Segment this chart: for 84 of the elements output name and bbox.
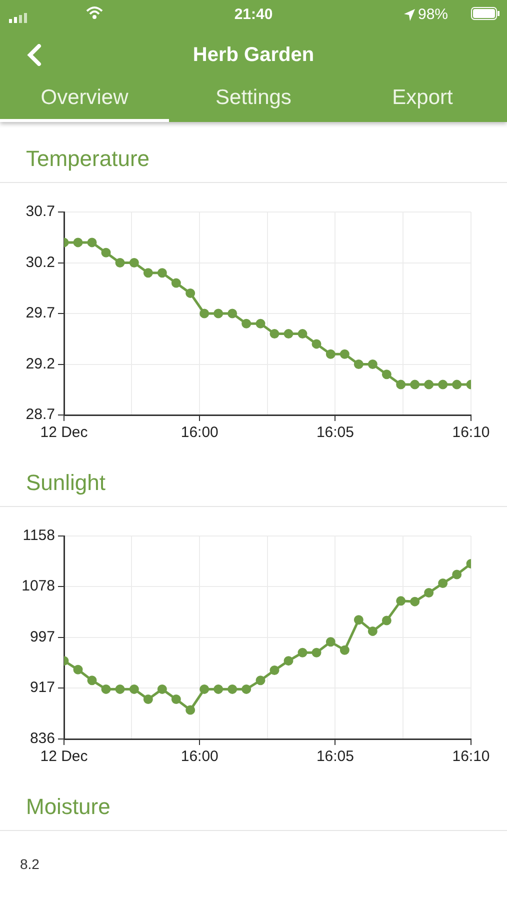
- point: [186, 705, 196, 715]
- point: [143, 268, 153, 278]
- y-tick-label: 1158: [22, 527, 55, 544]
- point: [312, 339, 322, 349]
- x-tick-label: 16:00: [180, 424, 218, 442]
- x-tick-label: 16:10: [452, 748, 490, 766]
- text: Herb Garden: [192, 44, 316, 67]
- point: [228, 308, 238, 318]
- chart-title: Sunlight: [26, 470, 106, 496]
- point: [87, 676, 97, 686]
- point: [326, 349, 336, 359]
- x-tick-label: 16:10: [452, 424, 490, 442]
- point: [298, 329, 308, 339]
- point: [382, 370, 392, 380]
- y-tick-label: 30.2: [26, 254, 55, 271]
- y-tick-label: 1078: [22, 578, 55, 595]
- x-tick-label: 16:00: [180, 748, 218, 766]
- point: [452, 570, 462, 580]
- point: [115, 684, 125, 694]
- point: [200, 308, 210, 318]
- point: [368, 626, 378, 636]
- point: [242, 318, 252, 328]
- point: [256, 676, 266, 686]
- x-tick-label: 12 Dec: [40, 748, 88, 766]
- point: [200, 684, 210, 694]
- point: [157, 268, 167, 278]
- point: [129, 258, 139, 268]
- text: 8.2: [20, 856, 40, 872]
- text: Export: [391, 86, 454, 110]
- point: [73, 664, 83, 674]
- y-tick-label: 28.7: [26, 406, 55, 424]
- point: [452, 380, 462, 390]
- point: [284, 656, 294, 666]
- point: [214, 684, 224, 694]
- point: [157, 684, 167, 694]
- point: [354, 360, 364, 369]
- point: [270, 666, 280, 676]
- point: [186, 288, 196, 298]
- text: Settings: [214, 86, 292, 110]
- y-tick-label: 29.2: [26, 355, 55, 372]
- text: 98%: [418, 6, 448, 23]
- point: [171, 694, 181, 704]
- x-tick-label: 16:05: [316, 424, 354, 442]
- point: [129, 684, 139, 694]
- point: [438, 578, 448, 588]
- text: Overview: [40, 86, 130, 110]
- point: [73, 238, 83, 248]
- point: [326, 637, 336, 647]
- point: [396, 380, 406, 390]
- point: [87, 238, 97, 248]
- y-tick-label: 30.7: [26, 203, 55, 220]
- x-tick-label: 12 Dec: [40, 424, 88, 442]
- point: [115, 258, 125, 268]
- point: [438, 380, 448, 390]
- point: [214, 308, 224, 318]
- point: [410, 596, 420, 606]
- point: [101, 248, 111, 258]
- point: [256, 318, 266, 328]
- y-tick-label: 29.7: [26, 304, 55, 322]
- point: [424, 380, 434, 390]
- point: [101, 684, 111, 694]
- point: [312, 648, 322, 658]
- x-tick-label: 16:05: [316, 748, 354, 766]
- point: [340, 349, 350, 359]
- y-tick-label: 917: [30, 679, 55, 696]
- point: [270, 329, 280, 339]
- point: [410, 380, 420, 390]
- point: [424, 588, 434, 598]
- point: [171, 278, 181, 288]
- point: [242, 684, 252, 694]
- point: [340, 645, 350, 655]
- point: [143, 694, 153, 704]
- y-tick-label: 997: [30, 628, 55, 646]
- text: 21:40: [234, 6, 273, 23]
- y-tick-label: 836: [30, 730, 55, 748]
- point: [396, 596, 406, 606]
- point: [368, 360, 378, 369]
- text: Moisture: [26, 794, 110, 820]
- point: [284, 329, 294, 339]
- point: [382, 616, 392, 626]
- point: [298, 648, 308, 658]
- point: [354, 615, 364, 625]
- chart-title: Temperature: [26, 146, 150, 172]
- point: [228, 684, 238, 694]
